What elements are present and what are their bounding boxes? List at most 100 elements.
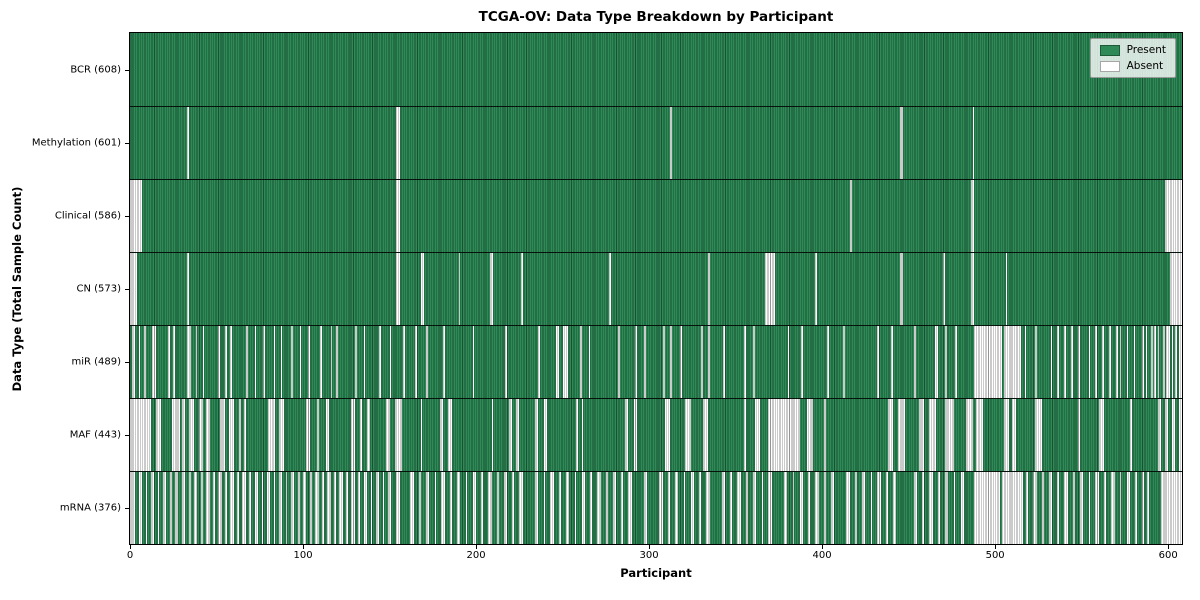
absent-stripe	[854, 472, 857, 544]
x-tick-label-0: 0	[126, 550, 134, 561]
absent-stripe	[543, 472, 546, 544]
absent-stripe	[254, 472, 259, 544]
x-tick-label-500: 500	[985, 550, 1005, 561]
absent-stripe	[396, 107, 400, 179]
y-tick-label-mrna: mRNA (376)	[59, 502, 121, 513]
x-tick-label-100: 100	[293, 550, 313, 561]
absent-stripe	[765, 253, 776, 325]
absent-stripe	[394, 399, 402, 471]
absent-stripe	[218, 326, 220, 398]
absent-stripe	[1178, 399, 1182, 471]
absent-stripe	[1119, 472, 1122, 544]
absent-stripe	[225, 326, 227, 398]
absent-stripe	[130, 472, 136, 544]
absent-stripe	[278, 399, 284, 471]
x-tick-label-600: 600	[1158, 550, 1178, 561]
absent-stripe	[143, 326, 146, 398]
absent-stripe	[157, 472, 160, 544]
y-tick-mark	[125, 361, 129, 363]
absent-stripe	[290, 472, 295, 544]
absent-stripe	[354, 326, 357, 398]
absent-stripe	[195, 326, 198, 398]
absent-stripe	[496, 472, 499, 544]
absent-stripe	[225, 472, 227, 544]
heatmap-row-cn	[130, 252, 1182, 325]
absent-stripe	[434, 472, 437, 544]
absent-stripe	[335, 326, 338, 398]
absent-stripe	[1026, 472, 1028, 544]
absent-stripe	[415, 326, 418, 398]
absent-stripe	[346, 472, 348, 544]
absent-stripe	[1133, 326, 1136, 398]
absent-stripe	[1171, 399, 1176, 471]
absent-stripe	[450, 472, 452, 544]
absent-stripe	[555, 326, 560, 398]
absent-stripe	[707, 326, 710, 398]
absent-stripe	[1126, 472, 1131, 544]
absent-stripe	[752, 472, 757, 544]
absent-stripe	[261, 472, 264, 544]
absent-stripe	[489, 253, 494, 325]
absent-stripe	[1119, 326, 1122, 398]
absent-stripe	[181, 399, 186, 471]
absent-stripe	[792, 472, 795, 544]
absent-stripe	[913, 472, 918, 544]
absent-stripe	[303, 472, 307, 544]
absent-stripe	[702, 399, 708, 471]
absent-stripe	[213, 472, 215, 544]
chart-title: TCGA-OV: Data Type Breakdown by Particip…	[478, 9, 834, 25]
absent-stripe	[1078, 399, 1080, 471]
absent-stripe	[815, 472, 819, 544]
absent-stripe	[219, 399, 226, 471]
absent-stripe	[254, 326, 257, 398]
absent-stripe	[237, 472, 239, 544]
absent-stripe	[358, 472, 361, 544]
absent-stripe	[929, 399, 937, 471]
absent-stripe	[521, 253, 523, 325]
absent-stripe	[200, 472, 203, 544]
absent-stripe	[1111, 472, 1115, 544]
y-tick-mark	[125, 507, 129, 509]
absent-stripe	[943, 253, 945, 325]
absent-stripe	[519, 472, 523, 544]
x-tick-label-200: 200	[466, 550, 486, 561]
absent-stripe	[699, 472, 701, 544]
absent-stripe	[297, 472, 300, 544]
absent-stripe	[891, 326, 894, 398]
absent-stripe	[1102, 326, 1105, 398]
absent-stripe	[1072, 472, 1075, 544]
absent-stripe	[664, 399, 670, 471]
absent-stripe	[870, 472, 873, 544]
absent-stripe	[308, 326, 310, 398]
absent-stripe	[861, 472, 866, 544]
absent-stripe	[784, 472, 788, 544]
y-tick-mark	[125, 288, 129, 290]
absent-stripe	[574, 472, 577, 544]
absent-stripe	[138, 472, 143, 544]
absent-stripe	[242, 472, 246, 544]
absent-stripe	[327, 472, 331, 544]
absent-stripe	[439, 399, 444, 471]
absent-stripe	[953, 472, 956, 544]
absent-stripe	[944, 472, 949, 544]
absent-stripe	[263, 326, 265, 398]
absent-stripe	[441, 472, 445, 544]
absent-stripe	[960, 472, 964, 544]
absent-stripe	[410, 472, 414, 544]
absent-stripe	[363, 472, 368, 544]
absent-stripe	[1064, 326, 1067, 398]
absent-stripe	[1142, 472, 1144, 544]
absent-stripe	[174, 472, 179, 544]
x-tick-mark	[129, 545, 131, 549]
absent-stripe	[970, 180, 975, 252]
absent-stripe	[1003, 399, 1009, 471]
absent-stripe	[919, 399, 925, 471]
absent-stripe	[1024, 326, 1027, 398]
absent-stripe	[1169, 253, 1182, 325]
absent-stripe	[893, 472, 897, 544]
absent-stripe	[370, 472, 373, 544]
absent-stripe	[827, 326, 829, 398]
absent-stripe	[721, 472, 726, 544]
absent-stripe	[752, 326, 755, 398]
absent-stripe	[367, 399, 371, 471]
